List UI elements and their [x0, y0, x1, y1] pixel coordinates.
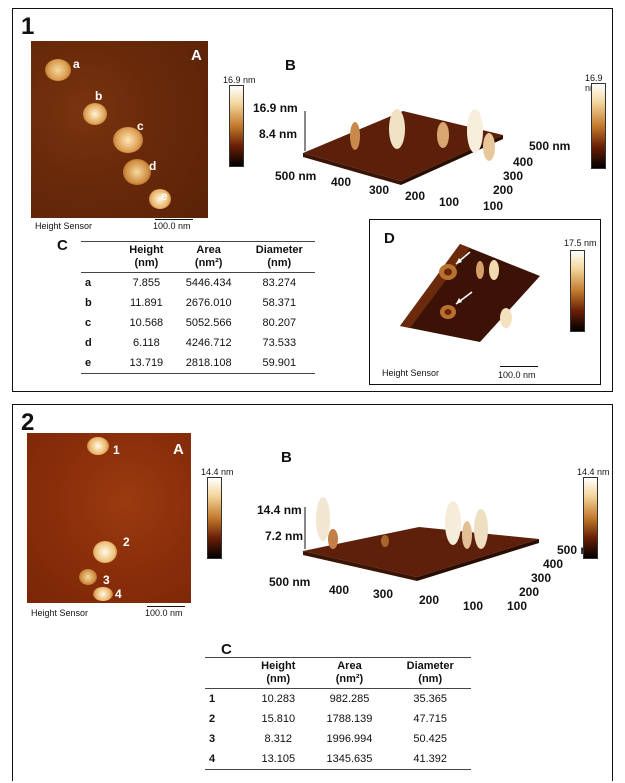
- subpanel-label-c: C: [57, 237, 68, 254]
- particle-3: [79, 569, 97, 585]
- figure-panel-1: 1 a b c d e A Height Sensor 100.0 nm 16.…: [12, 8, 613, 392]
- particle-b: [83, 103, 107, 125]
- marker-b: b: [95, 89, 103, 103]
- y-axis-tick-200: 200: [493, 183, 514, 197]
- col-area: Area (nm²): [173, 241, 244, 273]
- x-axis-tick-500: 500 nm: [275, 169, 317, 183]
- afm-height-image-a: 1 2 3 4 A: [27, 433, 191, 603]
- particle-1: [87, 437, 109, 455]
- panel-number: 1: [21, 13, 35, 40]
- z-axis-mid-label: 8.4 nm: [259, 127, 298, 141]
- colorbar-a-max: 14.4 nm: [201, 467, 234, 477]
- height-sensor-label-d: Height Sensor: [382, 368, 440, 378]
- scale-bar: [147, 606, 185, 607]
- colorbar-a-max: 16.9 nm: [223, 75, 256, 85]
- table-row: 1 10.283 982.285 35.365: [209, 693, 448, 705]
- afm-3d-surface-b: [303, 109, 503, 185]
- y-axis-tick-300: 300: [531, 571, 552, 585]
- afm-height-image-a: a b c d e A: [31, 41, 208, 218]
- col-height: Height (nm): [247, 657, 310, 689]
- height-sensor-label: Height Sensor: [35, 221, 93, 231]
- marker-3: 3: [103, 573, 110, 587]
- subpanel-d-box: D 17.5 nm Height Sensor 100.0 nm: [369, 219, 601, 385]
- height-sensor-label: Height Sensor: [31, 608, 89, 618]
- x-axis-tick-300: 300: [373, 587, 394, 601]
- marker-2: 2: [123, 535, 130, 549]
- z-axis-high-label: 16.9 nm: [253, 101, 298, 115]
- particle-d: [123, 159, 151, 185]
- y-axis-tick-200: 200: [519, 585, 540, 599]
- x-axis-tick-500: 500 nm: [269, 575, 311, 589]
- table-row: 2 15.810 1788.139 47.715: [209, 713, 448, 725]
- x-axis-tick-100: 100: [439, 195, 460, 209]
- measurement-table-1: Height (nm) Area (nm²) Diameter (nm) a 7.855…: [81, 241, 315, 374]
- measurement-table-2: Height (nm) Area (nm²) Diameter (nm) 1 10.28…: [205, 657, 471, 770]
- subpanel-label-d: D: [384, 230, 395, 247]
- x-axis-tick-200: 200: [419, 593, 440, 607]
- colorbar-a: [229, 85, 244, 167]
- colorbar-b-max: 14.4 nm: [577, 467, 610, 477]
- afm-3d-surface-d: [400, 244, 540, 342]
- scale-bar-label-d: 100.0 nm: [498, 370, 536, 380]
- scale-bar: [155, 219, 193, 220]
- x-axis-tick-300: 300: [369, 183, 390, 197]
- x-axis-tick-200: 200: [405, 189, 426, 203]
- colorbar-b: [583, 477, 598, 559]
- particle-e: [149, 189, 171, 209]
- table-row: 4 13.105 1345.635 41.392: [205, 749, 471, 770]
- x-axis-tick-400: 400: [329, 583, 350, 597]
- col-area: Area (nm²): [309, 657, 390, 689]
- y-axis-tick-100: 100: [483, 199, 504, 213]
- scale-bar-label: 100.0 nm: [145, 608, 183, 618]
- colorbar-d-max: 17.5 nm: [564, 238, 597, 248]
- scale-bar-label: 100.0 nm: [153, 221, 191, 231]
- col-diameter: Diameter (nm): [243, 241, 315, 273]
- subpanel-label-a: A: [173, 441, 184, 458]
- z-axis-mid-label: 7.2 nm: [265, 529, 304, 543]
- particle-c: [113, 127, 143, 153]
- colorbar-a: [207, 477, 222, 559]
- marker-d: d: [149, 159, 157, 173]
- subpanel-label-c: C: [221, 641, 232, 658]
- marker-e: e: [161, 189, 168, 203]
- x-axis-tick-100: 100: [463, 599, 484, 613]
- subpanel-label-b: B: [281, 449, 292, 466]
- table-row: e 13.719 2818.108 59.901: [81, 353, 315, 374]
- table-row: a 7.855 5446.434 83.274: [85, 277, 297, 289]
- table-row: b 11.891 2676.010 58.371: [85, 297, 297, 309]
- colorbar-b: [591, 83, 606, 169]
- panel-number: 2: [21, 409, 35, 436]
- z-axis-high-label: 14.4 nm: [257, 503, 302, 517]
- y-axis-tick-500: 500 nm: [529, 139, 571, 153]
- col-diameter: Diameter (nm): [389, 657, 471, 689]
- y-axis-tick-100: 100: [507, 599, 528, 613]
- x-axis-tick-400: 400: [331, 175, 352, 189]
- col-height: Height (nm): [119, 241, 174, 273]
- subpanel-label-b: B: [285, 57, 296, 74]
- subpanel-label-a: A: [191, 47, 202, 64]
- y-axis-tick-400: 400: [543, 557, 564, 571]
- scale-bar-d: [500, 366, 538, 367]
- marker-c: c: [137, 119, 144, 133]
- figure-panel-2: 2 1 2 3 4 A Height Sensor 100.0 nm 14.4 …: [12, 404, 613, 781]
- table-row: d 6.118 4246.712 73.533: [85, 337, 297, 349]
- particle-a: [45, 59, 71, 81]
- colorbar-d: [570, 250, 585, 332]
- particle-2: [93, 541, 117, 563]
- table-row: c 10.568 5052.566 80.207: [85, 317, 297, 329]
- afm-3d-surface-b: [303, 497, 539, 581]
- marker-a: a: [73, 57, 80, 71]
- particle-4: [93, 587, 113, 601]
- y-axis-tick-400: 400: [513, 155, 534, 169]
- marker-1: 1: [113, 443, 120, 457]
- y-axis-tick-300: 300: [503, 169, 524, 183]
- table-row: 3 8.312 1996.994 50.425: [209, 733, 448, 745]
- marker-4: 4: [115, 587, 122, 601]
